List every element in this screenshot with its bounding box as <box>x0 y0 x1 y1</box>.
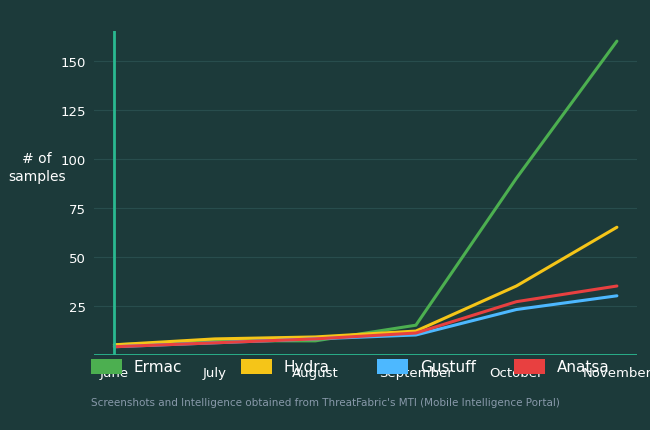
Text: Gustuff: Gustuff <box>420 359 476 374</box>
Text: Screenshots and Intelligence obtained from ThreatFabric's MTI (Mobile Intelligen: Screenshots and Intelligence obtained fr… <box>90 397 560 407</box>
Text: # of
samples: # of samples <box>8 151 66 184</box>
FancyBboxPatch shape <box>91 359 122 374</box>
FancyBboxPatch shape <box>377 359 408 374</box>
FancyBboxPatch shape <box>514 359 545 374</box>
Text: Ermac: Ermac <box>134 359 183 374</box>
Text: Anatsa: Anatsa <box>556 359 609 374</box>
Text: Hydra: Hydra <box>283 359 330 374</box>
FancyBboxPatch shape <box>240 359 272 374</box>
